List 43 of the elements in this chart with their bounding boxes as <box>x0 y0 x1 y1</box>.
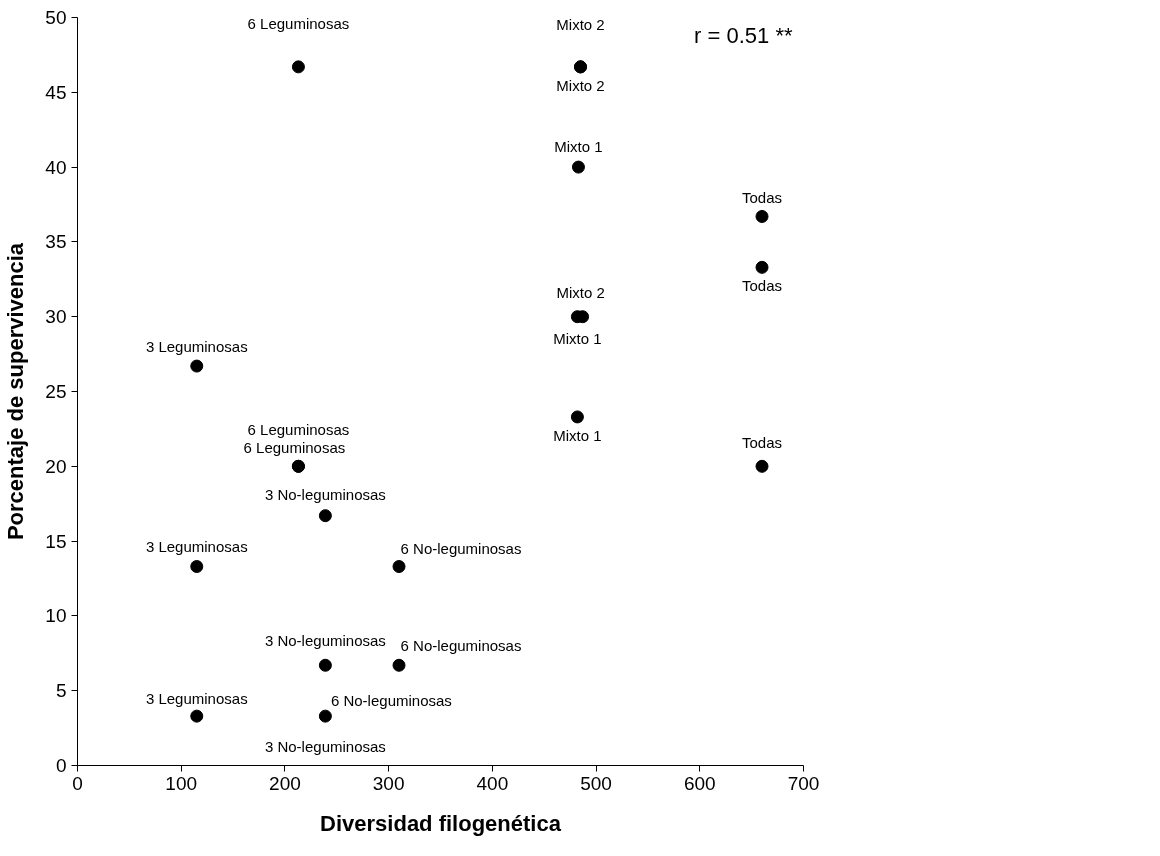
annotation: 3 No-leguminosas <box>264 486 386 504</box>
x-tick-label: 300 <box>372 772 405 794</box>
annotation: 6 Leguminosas <box>247 420 350 438</box>
annotation: Mixto 2 <box>556 284 605 302</box>
annotation: Mixto 2 <box>556 77 605 95</box>
x-tick-label: 500 <box>580 772 612 794</box>
x-axis-title: Diversidad filogenética <box>320 810 562 836</box>
annotation: Mixto 1 <box>554 137 603 155</box>
annotation: 6 Leguminosas <box>243 438 346 456</box>
annotation: 3 Leguminosas <box>145 337 248 355</box>
annotation: r = 0.51 ** <box>694 23 793 48</box>
y-tick-label: 15 <box>45 530 67 552</box>
annotation: 3 No-leguminosas <box>264 737 386 755</box>
y-axis-title: Porcentaje de supervivencia <box>3 242 29 541</box>
annotation: 3 No-leguminosas <box>264 631 386 649</box>
x-tick-label: 600 <box>683 772 716 794</box>
annotation: Todas <box>742 276 783 294</box>
annotation: Mixto 2 <box>556 16 605 34</box>
x-tick-label: 200 <box>269 772 301 794</box>
y-tick-label: 50 <box>45 7 67 28</box>
y-tick-label: 0 <box>55 755 67 776</box>
y-tick-label: 25 <box>45 381 67 402</box>
annotation: Todas <box>742 188 783 206</box>
annotation: Mixto 1 <box>553 427 602 445</box>
annotation: 6 Leguminosas <box>247 15 350 33</box>
annotation: Mixto 1 <box>553 330 602 348</box>
y-tick-label: 20 <box>45 455 67 477</box>
x-tick-label: 400 <box>476 772 509 794</box>
y-tick-label: 5 <box>55 680 67 702</box>
y-tick-label: 30 <box>45 306 67 328</box>
x-tick-label: 0 <box>72 772 83 794</box>
annotation: Todas <box>742 433 783 451</box>
y-tick-label: 35 <box>45 231 67 253</box>
annotation: 6 No-leguminosas <box>400 540 522 558</box>
y-tick-label: 40 <box>45 156 67 178</box>
x-tick-label: 700 <box>787 772 820 794</box>
x-tick-label: 100 <box>165 772 198 794</box>
annotation: 3 Leguminosas <box>145 538 248 556</box>
annotation: 6 No-leguminosas <box>330 691 452 709</box>
annotation: 3 Leguminosas <box>145 689 248 707</box>
y-tick-label: 45 <box>45 81 67 103</box>
annotation: 6 No-leguminosas <box>400 636 522 654</box>
y-tick-label: 10 <box>45 605 67 627</box>
